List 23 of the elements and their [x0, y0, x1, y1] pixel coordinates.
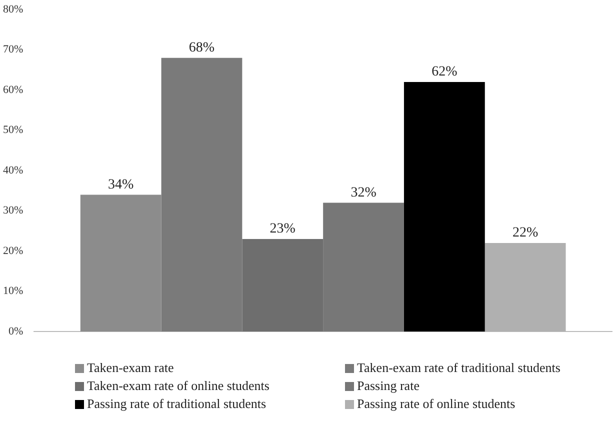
- bar: [80, 194, 162, 332]
- y-tick-label: 0%: [8, 325, 24, 338]
- y-tick-label: 60%: [2, 84, 24, 96]
- legend-label: Taken-exam rate: [87, 360, 174, 376]
- legend-label: Taken-exam rate of online students: [87, 378, 270, 394]
- data-label: 68%: [188, 40, 215, 56]
- legend-label: Taken-exam rate of traditional students: [357, 360, 560, 376]
- y-tick-label: 30%: [2, 204, 24, 217]
- y-tick-label: 20%: [2, 244, 24, 257]
- y-tick-label: 40%: [2, 164, 24, 176]
- y-tick-label: 70%: [2, 44, 24, 56]
- y-tick-label: 10%: [2, 285, 24, 298]
- bar: [404, 82, 485, 332]
- legend-label: Passing rate of traditional students: [87, 396, 266, 412]
- data-label: 34%: [108, 177, 134, 192]
- legend-label: Passing rate of online students: [357, 396, 516, 412]
- data-label: 23%: [270, 222, 296, 237]
- data-label: 62%: [432, 64, 458, 80]
- data-label: 22%: [512, 226, 538, 241]
- y-tick-label: 50%: [2, 124, 24, 136]
- legend-label: Passing rate: [357, 378, 420, 394]
- data-label: 32%: [350, 185, 377, 200]
- y-tick-label: 80%: [2, 3, 24, 16]
